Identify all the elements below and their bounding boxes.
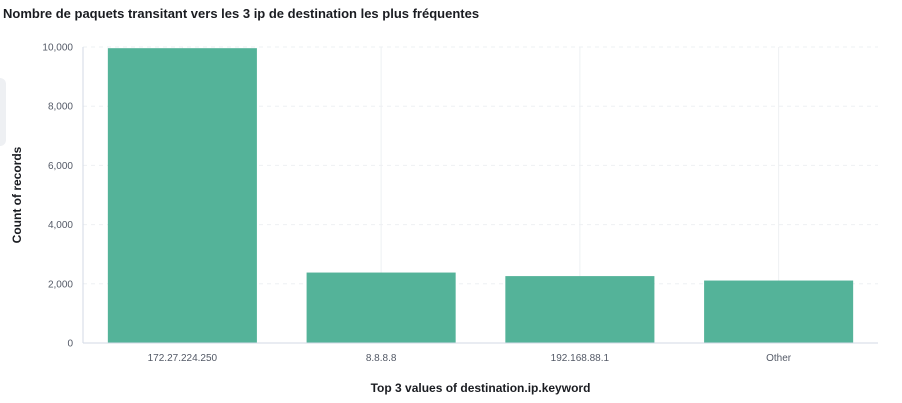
- x-axis-label: Top 3 values of destination.ip.keyword: [371, 381, 591, 395]
- x-tick-label: Other: [766, 353, 792, 364]
- axes: [82, 47, 878, 344]
- y-axis-label: Count of records: [10, 146, 24, 243]
- bar: [704, 280, 854, 343]
- bars: [107, 48, 854, 344]
- bar: [505, 276, 655, 343]
- bar: [306, 272, 456, 343]
- x-tick-labels: 172.27.224.250 8.8.8.8 192.168.88.1 Other: [148, 353, 792, 364]
- y-tick-label: 0: [67, 339, 73, 350]
- y-tick-label: 2,000: [48, 279, 73, 290]
- x-tick-label: 192.168.88.1: [551, 353, 610, 364]
- y-tick-label: 4,000: [48, 220, 73, 231]
- panel-edge-handle: [0, 78, 6, 146]
- x-tick-label: 8.8.8.8: [366, 353, 397, 364]
- y-tick-label: 10,000: [42, 43, 73, 54]
- y-tick-labels: 0 2,000 4,000 6,000 8,000 10,000: [42, 43, 73, 350]
- y-tick-label: 6,000: [48, 161, 73, 172]
- bar: [107, 48, 257, 344]
- y-tick-label: 8,000: [48, 102, 73, 113]
- chart-title: Nombre de paquets transitant vers les 3 …: [3, 6, 480, 21]
- x-tick-label: 172.27.224.250: [148, 353, 218, 364]
